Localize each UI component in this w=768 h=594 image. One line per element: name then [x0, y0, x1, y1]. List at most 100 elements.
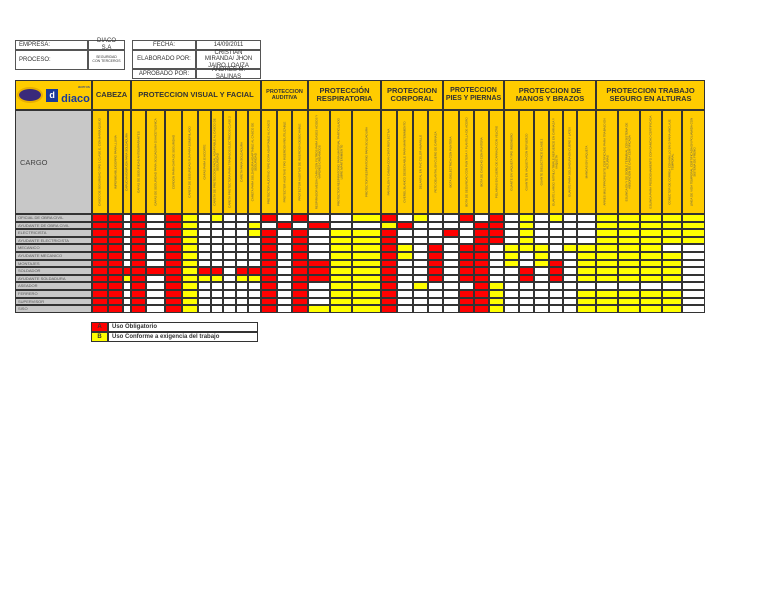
cell-empty [397, 282, 413, 290]
cell-empty [223, 282, 236, 290]
cell-empty [123, 214, 131, 222]
cell-empty [248, 214, 261, 222]
column-header: BOTA DIELECTRICA CON PUNTERA [443, 110, 459, 214]
cell-empty [682, 244, 705, 252]
cell-conditional [519, 244, 534, 252]
cell-required [165, 267, 182, 275]
cell-conditional [534, 259, 549, 268]
cell-empty [519, 290, 534, 298]
column-header-label: GAFAS DE SEGURIDAD PARA SOLDADURA OXIACE… [152, 118, 157, 206]
cell-required [131, 244, 146, 252]
cell-conditional [618, 259, 640, 268]
cell-empty [308, 214, 330, 222]
empresa-label: EMPRESA: [15, 40, 88, 50]
cell-required [381, 244, 397, 252]
cell-required [165, 297, 182, 306]
cell-empty [123, 290, 131, 298]
column-header-label: GUANTE EN VAQUETA CON REFUERZO [523, 133, 528, 191]
cell-empty [198, 214, 211, 222]
cell-empty [198, 259, 211, 268]
cell-required [459, 297, 474, 306]
proceso-value: SEGURIDAD CON TERCEROS [88, 50, 125, 70]
column-header-label: GUANTE LARGO NITRILO TRIPLE REFUERZO EN … [551, 118, 559, 206]
cell-empty [596, 282, 618, 290]
cell-empty [308, 244, 330, 252]
cell-conditional [182, 252, 198, 260]
cell-required [474, 252, 489, 260]
cell-empty [397, 297, 413, 306]
cell-empty [577, 229, 596, 237]
cell-conditional [182, 221, 198, 230]
cell-empty [549, 290, 563, 298]
cell-empty [428, 297, 443, 306]
cell-required [459, 244, 474, 252]
cell-empty [428, 214, 443, 222]
row-cargo-label: AYUDANTE DE OBRA CIVIL [15, 221, 92, 230]
cell-empty [662, 282, 682, 290]
cell-required [292, 274, 308, 283]
cell-empty [577, 214, 596, 222]
cell-empty [682, 252, 705, 260]
cell-conditional [489, 290, 504, 298]
cell-conditional [330, 274, 352, 283]
column-header-label: PROTECTOR RESPIRATORIO PARA MATERIAL PAR… [336, 117, 344, 207]
cell-required [146, 267, 165, 275]
group-header: PROTECCION PIES Y PIERNAS [443, 80, 504, 110]
cell-empty [248, 252, 261, 260]
cell-conditional [640, 305, 662, 313]
cell-required [474, 297, 489, 306]
cell-empty [474, 214, 489, 222]
cell-conditional [182, 290, 198, 298]
cell-conditional [596, 221, 618, 230]
cell-conditional [330, 236, 352, 245]
cell-empty [534, 214, 549, 222]
cell-empty [198, 252, 211, 260]
cell-required [381, 252, 397, 260]
cell-empty [504, 297, 519, 306]
elaborado-value: CRISTIAN MIRANDA/ JHON JAIRO LOAIZA [196, 50, 261, 69]
row-cargo-label: ELECTRICISTA [15, 229, 92, 237]
column-header: PROTECTOR AUDITIVO TIPO COPA ADAPTABLE A… [261, 110, 277, 214]
column-header: CARETA PROTECTORA PARA TRABAJOS ELECTRIC… [223, 110, 236, 214]
group-header: PROTECCIÓN RESPIRATORIA [308, 80, 381, 110]
cell-required [459, 274, 474, 283]
cell-empty [223, 236, 236, 245]
column-header-label: LINEA DE VIDA TEMPORAL CERTIFICADA EN PO… [689, 117, 697, 207]
cell-conditional [596, 290, 618, 298]
column-header: PROTECTOR AUDITIVO TIPO INSERCION REUTIL… [277, 110, 292, 214]
cell-empty [459, 221, 474, 230]
column-header: OVEROL BLANCO DESECHABLE PARA MANTENIMIE… [397, 110, 413, 214]
row-cargo-label: AYUDANTE MECANICO [15, 252, 92, 260]
legend-key: A [91, 322, 108, 332]
cell-empty [397, 305, 413, 313]
cell-empty [443, 244, 459, 252]
cell-conditional [596, 267, 618, 275]
cell-empty [330, 221, 352, 230]
cell-conditional [330, 297, 352, 306]
cell-empty [534, 221, 549, 230]
cell-empty [308, 282, 330, 290]
cell-empty [413, 297, 428, 306]
cell-empty [549, 221, 563, 230]
aprobado-value: ANDRES M. SALINAS [196, 67, 261, 80]
cell-empty [549, 229, 563, 237]
cell-conditional [352, 244, 381, 252]
cargo-header: CARGO [15, 110, 92, 214]
cell-empty [198, 305, 211, 313]
cell-empty [198, 290, 211, 298]
cell-conditional [519, 214, 534, 222]
cell-conditional [577, 252, 596, 260]
cell-empty [236, 244, 248, 252]
cell-empty [682, 305, 705, 313]
cell-required [108, 305, 123, 313]
cell-required [308, 267, 330, 275]
cell-conditional [211, 214, 223, 222]
column-header-label: ARNES MULTIPROPOSITO CERTIFICADO PARA TR… [602, 118, 610, 206]
cell-empty [413, 290, 428, 298]
cell-empty [459, 236, 474, 245]
cell-empty [563, 236, 577, 245]
cell-conditional [577, 290, 596, 298]
cell-conditional [534, 244, 549, 252]
row-cargo-label: AYUDANTE ELECTRICISTA [15, 236, 92, 245]
cell-conditional [381, 221, 397, 230]
